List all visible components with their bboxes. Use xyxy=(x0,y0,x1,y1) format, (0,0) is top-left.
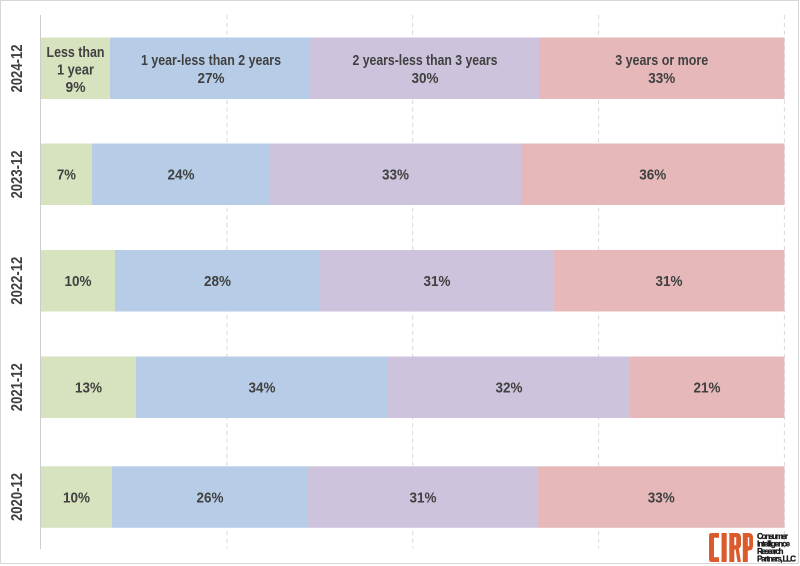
svg-text:7%: 7% xyxy=(57,167,76,184)
svg-text:30%: 30% xyxy=(412,70,439,87)
svg-text:31%: 31% xyxy=(656,273,683,290)
svg-text:13%: 13% xyxy=(75,380,102,397)
svg-text:2023-12: 2023-12 xyxy=(9,151,26,199)
svg-text:Intelligence: Intelligence xyxy=(757,539,790,548)
svg-text:9%: 9% xyxy=(66,79,86,96)
svg-text:3 years or more: 3 years or more xyxy=(615,52,708,69)
svg-text:Research: Research xyxy=(757,547,784,556)
svg-text:2020-12: 2020-12 xyxy=(9,473,26,521)
svg-text:2024-12: 2024-12 xyxy=(9,45,26,93)
svg-text:2 years-less than 3 years: 2 years-less than 3 years xyxy=(353,52,498,69)
svg-text:1 year: 1 year xyxy=(57,62,94,79)
svg-text:34%: 34% xyxy=(249,380,276,397)
svg-text:2022-12: 2022-12 xyxy=(9,257,26,305)
svg-text:Partners, LLC: Partners, LLC xyxy=(757,555,796,564)
svg-text:2021-12: 2021-12 xyxy=(9,363,26,411)
svg-text:26%: 26% xyxy=(197,490,224,507)
svg-text:24%: 24% xyxy=(168,167,195,184)
svg-text:27%: 27% xyxy=(198,70,225,87)
svg-text:Consumer: Consumer xyxy=(757,532,789,541)
svg-text:28%: 28% xyxy=(204,273,231,290)
svg-text:31%: 31% xyxy=(424,273,451,290)
svg-text:33%: 33% xyxy=(382,167,409,184)
svg-text:Less than: Less than xyxy=(47,44,105,61)
svg-text:31%: 31% xyxy=(410,490,437,507)
svg-text:10%: 10% xyxy=(65,273,92,290)
svg-text:21%: 21% xyxy=(694,380,721,397)
svg-text:33%: 33% xyxy=(648,70,675,87)
svg-text:32%: 32% xyxy=(496,380,523,397)
svg-text:1 year-less than 2 years: 1 year-less than 2 years xyxy=(141,52,281,69)
svg-text:33%: 33% xyxy=(648,490,675,507)
svg-text:10%: 10% xyxy=(63,490,90,507)
svg-text:36%: 36% xyxy=(639,167,666,184)
